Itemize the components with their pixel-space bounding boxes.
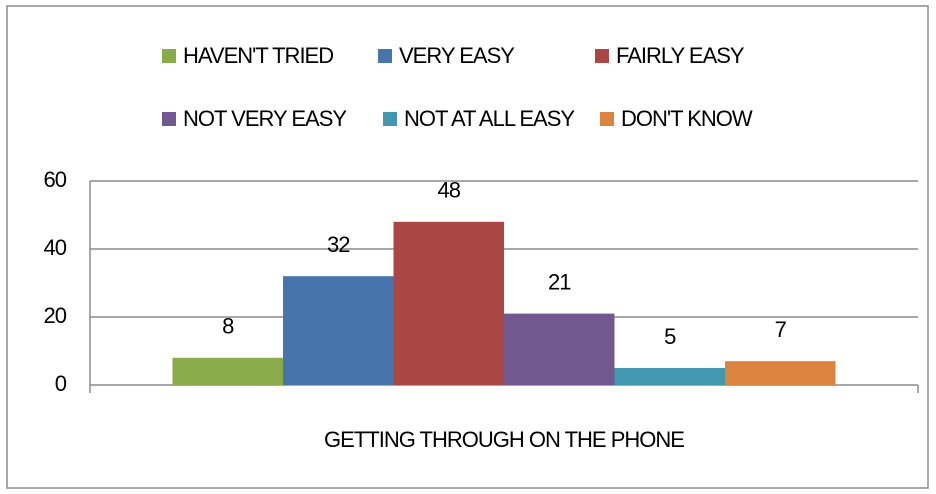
legend-swatch — [162, 112, 176, 126]
y-tick-label: 0 — [55, 371, 67, 396]
legend-swatch — [162, 49, 176, 63]
data-label: 7 — [775, 317, 787, 342]
bar — [504, 313, 615, 385]
legend-label: DON'T KNOW — [621, 106, 753, 131]
y-tick-label: 60 — [44, 167, 67, 192]
legend-swatch — [383, 112, 397, 126]
bar — [283, 276, 394, 385]
data-label: 8 — [222, 314, 234, 339]
legend-label: VERY EASY — [399, 43, 515, 68]
bar — [725, 361, 836, 385]
data-label: 5 — [664, 324, 676, 349]
legend-label: NOT AT ALL EASY — [404, 106, 575, 131]
x-tick-label: GETTING THROUGH ON THE PHONE — [324, 427, 684, 452]
data-label: 48 — [438, 178, 461, 203]
legend-label: FAIRLY EASY — [616, 43, 745, 68]
y-tick-label: 20 — [44, 303, 67, 328]
data-label: 32 — [327, 232, 350, 257]
bar — [172, 357, 283, 385]
legend-swatch — [378, 49, 392, 63]
data-label: 21 — [548, 269, 571, 294]
legend-label: NOT VERY EASY — [183, 106, 347, 131]
legend-label: HAVEN'T TRIED — [183, 43, 333, 68]
bar — [614, 368, 725, 385]
bar — [393, 221, 504, 385]
legend-swatch — [595, 49, 609, 63]
legend-swatch — [600, 112, 614, 126]
y-tick-label: 40 — [44, 235, 67, 260]
